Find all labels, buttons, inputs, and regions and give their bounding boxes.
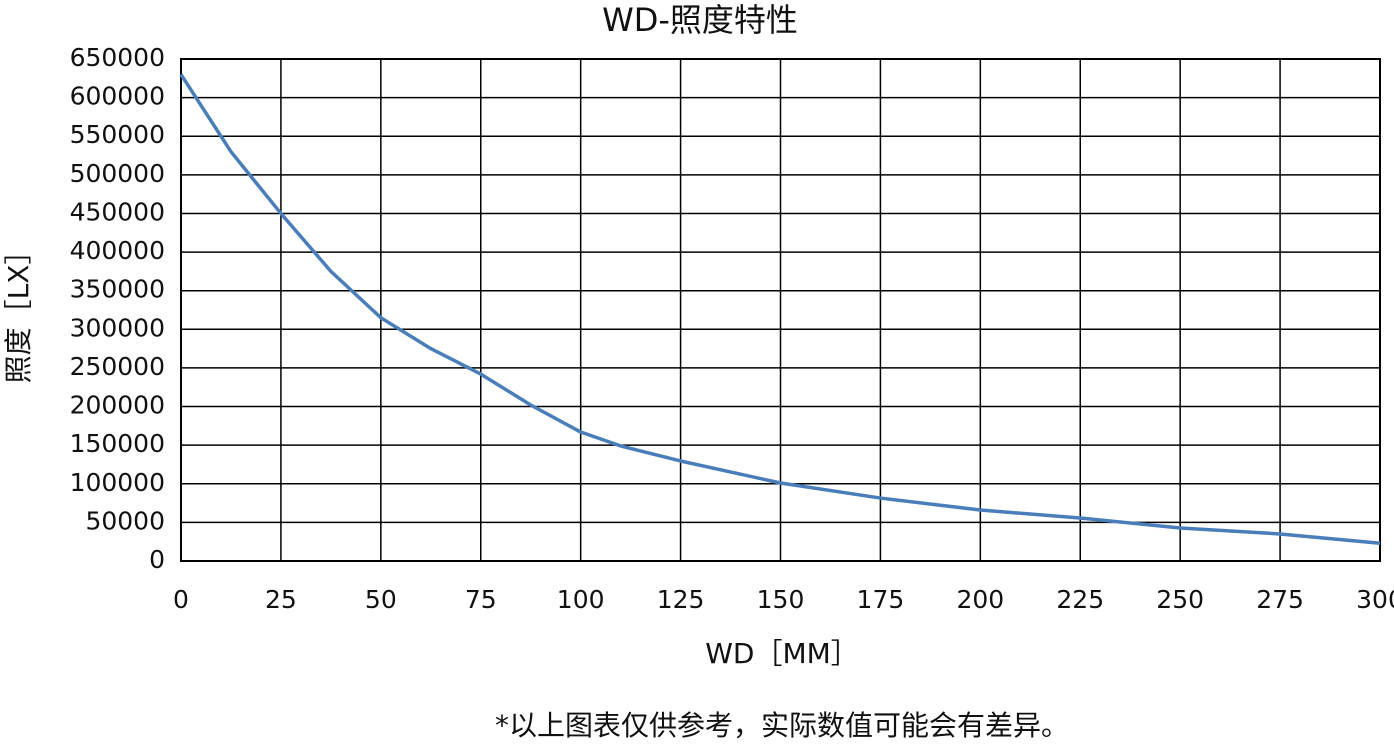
x-tick-label: 275 — [1256, 585, 1304, 614]
y-tick-label: 0 — [149, 545, 165, 574]
plot-border — [180, 58, 1381, 562]
y-tick-label: 650000 — [70, 43, 165, 72]
x-axis-label: WD［MM］ — [705, 637, 859, 670]
y-tick-label: 100000 — [70, 468, 165, 497]
x-tick-label: 125 — [657, 585, 705, 614]
x-tick-label: 100 — [557, 585, 605, 614]
y-tick-label: 200000 — [70, 391, 165, 420]
x-tick-label: 0 — [173, 585, 189, 614]
x-tick-label: 200 — [956, 585, 1004, 614]
chart-title: WD-照度特性 — [602, 1, 798, 39]
x-tick-label: 150 — [757, 585, 805, 614]
y-tick-label: 550000 — [70, 120, 165, 149]
x-tick-label: 75 — [465, 585, 497, 614]
y-tick-label: 500000 — [70, 159, 165, 188]
x-tick-label: 225 — [1056, 585, 1104, 614]
y-tick-label: 600000 — [70, 82, 165, 111]
y-tick-label: 150000 — [70, 429, 165, 458]
x-tick-label: 300 — [1356, 585, 1394, 614]
y-tick-label: 350000 — [70, 275, 165, 304]
y-axis-label: 照度［LX］ — [2, 237, 35, 384]
x-tick-label: 50 — [365, 585, 397, 614]
data-line — [179, 73, 1381, 545]
y-tick-label: 400000 — [70, 236, 165, 265]
x-tick-label: 250 — [1156, 585, 1204, 614]
x-tick-label: 25 — [265, 585, 297, 614]
y-tick-label: 300000 — [70, 313, 165, 342]
y-tick-label: 250000 — [70, 352, 165, 381]
footnote: *以上图表仅供参考，实际数值可能会有差异。 — [495, 709, 1069, 742]
y-tick-label: 50000 — [85, 506, 165, 535]
y-tick-label: 450000 — [70, 197, 165, 226]
x-tick-label: 175 — [857, 585, 905, 614]
